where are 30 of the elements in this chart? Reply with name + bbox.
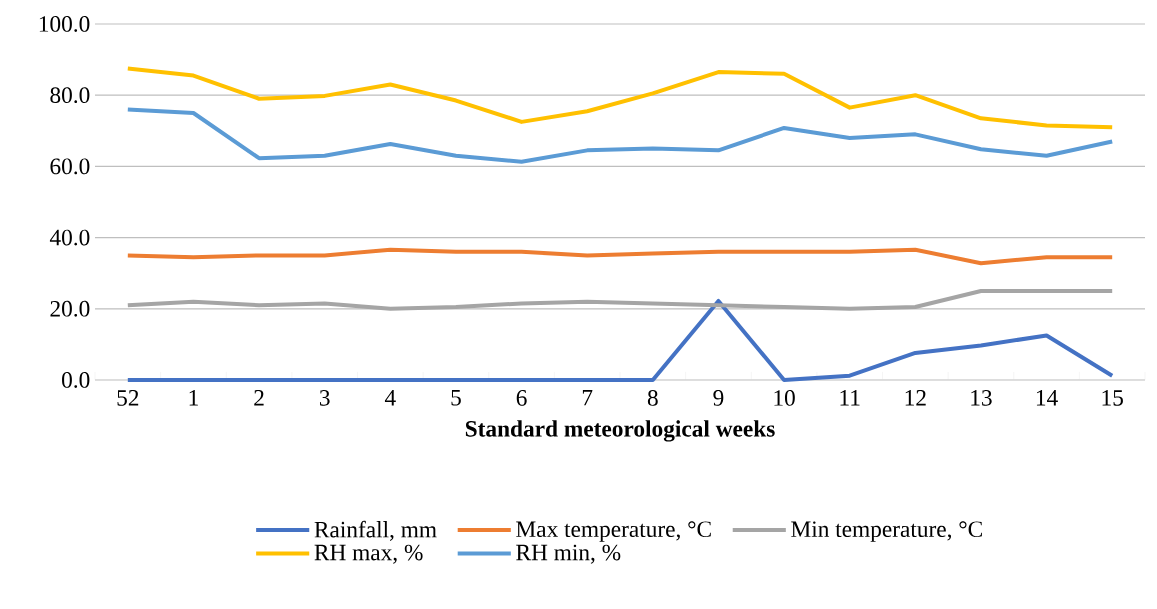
x-tick-label: 12: [905, 390, 926, 406]
x-tick-label: 11: [840, 390, 860, 406]
x-tick-label: 14: [1036, 390, 1058, 406]
legend-label: Min temperature, °C: [791, 521, 982, 542]
x-axis-title: Standard meteorological weeks: [465, 420, 775, 442]
x-tick-label: 7: [582, 390, 593, 406]
y-tick-label: 0.0: [62, 372, 90, 388]
y-tick-label: 40.0: [49, 229, 90, 246]
x-tick-label: 4: [384, 390, 396, 406]
x-tick-label: 13: [971, 390, 992, 406]
x-tick-label: 5: [451, 390, 461, 406]
x-tick-label: 3: [319, 390, 330, 406]
legend-label: Rainfall, mm: [314, 520, 437, 541]
x-tick-label: 15: [1102, 390, 1123, 406]
x-tick-label: 1: [189, 390, 198, 406]
line-series: [125, 107, 1115, 164]
line-series: [125, 66, 1115, 130]
x-tick-label: 6: [516, 390, 527, 406]
x-tick-label: 10: [774, 390, 795, 406]
legend-label: Max temperature, °C: [516, 521, 711, 542]
x-tick-label: 2: [254, 390, 264, 406]
x-tick-label: 9: [713, 390, 724, 406]
y-tick-label: 80.0: [50, 87, 90, 104]
x-tick-label: 52: [117, 390, 139, 406]
y-tick-label: 60.0: [50, 158, 90, 175]
x-tick-label: 8: [647, 390, 658, 406]
legend-label: RH min, %: [516, 544, 621, 564]
legend-label: RH max, %: [314, 544, 423, 564]
y-tick-label: 20.0: [50, 300, 90, 317]
y-tick-label: 100.0: [39, 16, 90, 32]
